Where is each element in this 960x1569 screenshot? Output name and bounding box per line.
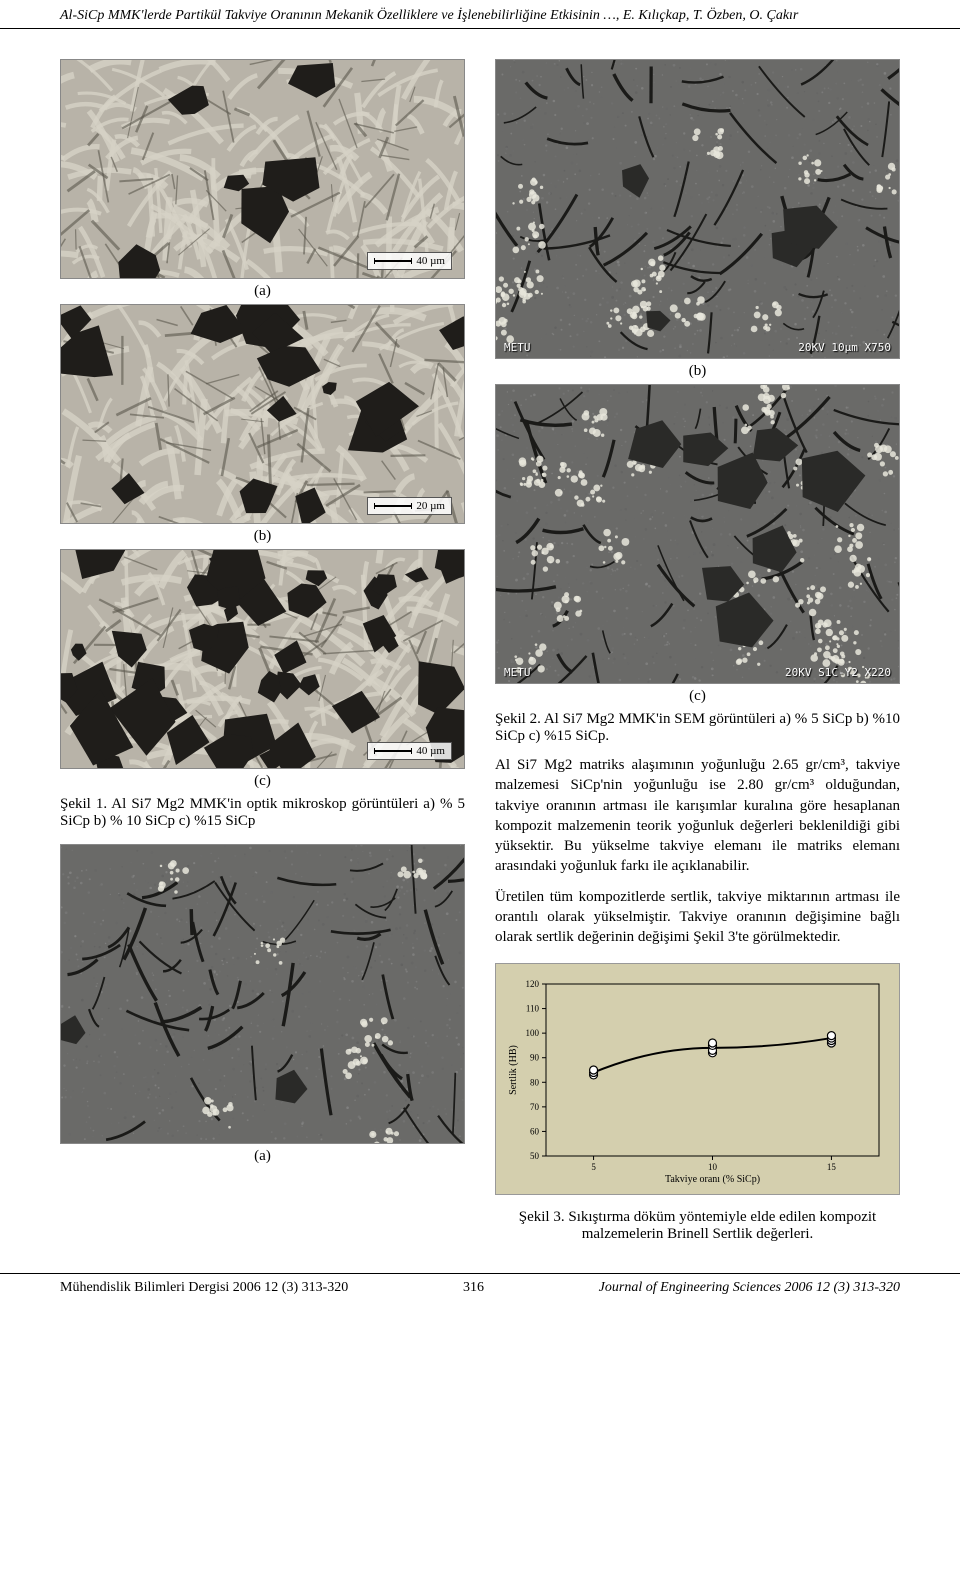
svg-text:110: 110 [526,1004,540,1014]
svg-text:50: 50 [530,1151,540,1161]
sem-params: 20KV 10µm X750 [798,341,891,354]
scale-bar: 40 µm [367,742,452,760]
figure1-c: 40 µm [60,549,465,769]
hardness-chart: 50 60 70 80 90 100 110 120 5 10 15 Sertlik (HB) Takv… [504,976,891,1186]
subfig-label: (c) [495,688,900,705]
sem-params: 20KV S1C-Y2 X220 [785,666,891,679]
sem-lab: METU [504,666,531,679]
svg-text:5: 5 [591,1162,596,1172]
scale-bar: 20 µm [367,497,452,515]
micrograph-sem-c [496,385,899,683]
figure1-a: 40 µm [60,59,465,279]
subfig-label: (b) [60,528,465,545]
micrograph-optical-b [61,305,464,523]
running-footer: Mühendislik Bilimleri Dergisi 2006 12 (3… [0,1273,960,1306]
scale-text: 40 µm [416,745,445,757]
sem-lab: METU [504,341,531,354]
svg-text:Takviye oranı (% SiCp): Takviye oranı (% SiCp) [665,1174,760,1185]
svg-text:15: 15 [827,1162,837,1172]
sem-info-bar: METU 20KV S1C-Y2 X220 [504,666,891,679]
figure2-c: METU 20KV S1C-Y2 X220 [495,384,900,684]
svg-text:120: 120 [526,979,540,989]
subfig-label: (a) [60,1148,465,1165]
svg-text:70: 70 [530,1102,540,1112]
micrograph-optical-c [61,550,464,768]
column-left: 40 µm (a) 20 µm (b) 40 µm (c) Şekil 1. A… [60,59,465,1253]
paragraph-hardness: Üretilen tüm kompozitlerde sertlik, takv… [495,887,900,948]
subfig-label: (b) [495,363,900,380]
figure3-caption: Şekil 3. Sıkıştırma döküm yöntemiyle eld… [495,1209,900,1243]
figure3-chart-container: 50 60 70 80 90 100 110 120 5 10 15 Sertlik (HB) Takv… [495,963,900,1195]
svg-text:80: 80 [530,1078,540,1088]
figure2-b: METU 20KV 10µm X750 [495,59,900,359]
svg-text:Sertlik (HB): Sertlik (HB) [508,1045,519,1095]
svg-text:10: 10 [708,1162,718,1172]
micrograph-optical-a [61,60,464,278]
header-title: Al-SiCp MMK'lerde Partikül Takviye Oranı… [60,8,798,24]
figure1-caption: Şekil 1. Al Si7 Mg2 MMK'in optik mikrosk… [60,796,465,830]
svg-text:60: 60 [530,1127,540,1137]
figure2-a [60,844,465,1144]
svg-text:90: 90 [530,1053,540,1063]
scale-text: 20 µm [416,500,445,512]
subfig-label: (c) [60,773,465,790]
micrograph-sem-b [496,60,899,358]
subfig-label: (a) [60,283,465,300]
micrograph-sem-a [61,845,464,1143]
content-two-column: 40 µm (a) 20 µm (b) 40 µm (c) Şekil 1. A… [0,29,960,1263]
footer-page-number: 316 [463,1280,484,1296]
footer-right: Journal of Engineering Sciences 2006 12 … [599,1280,900,1296]
figure2-caption: Şekil 2. Al Si7 Mg2 MMK'in SEM görüntüle… [495,711,900,745]
svg-text:100: 100 [526,1028,540,1038]
running-header: Al-SiCp MMK'lerde Partikül Takviye Oranı… [0,0,960,29]
footer-left: Mühendislik Bilimleri Dergisi 2006 12 (3… [60,1280,348,1296]
figure1-b: 20 µm [60,304,465,524]
paragraph-density: Al Si7 Mg2 matriks alaşımının yoğunluğu … [495,755,900,877]
column-right: METU 20KV 10µm X750 (b) METU 20KV S1C-Y2… [495,59,900,1253]
scale-bar: 40 µm [367,252,452,270]
sem-info-bar: METU 20KV 10µm X750 [504,341,891,354]
scale-text: 40 µm [416,255,445,267]
